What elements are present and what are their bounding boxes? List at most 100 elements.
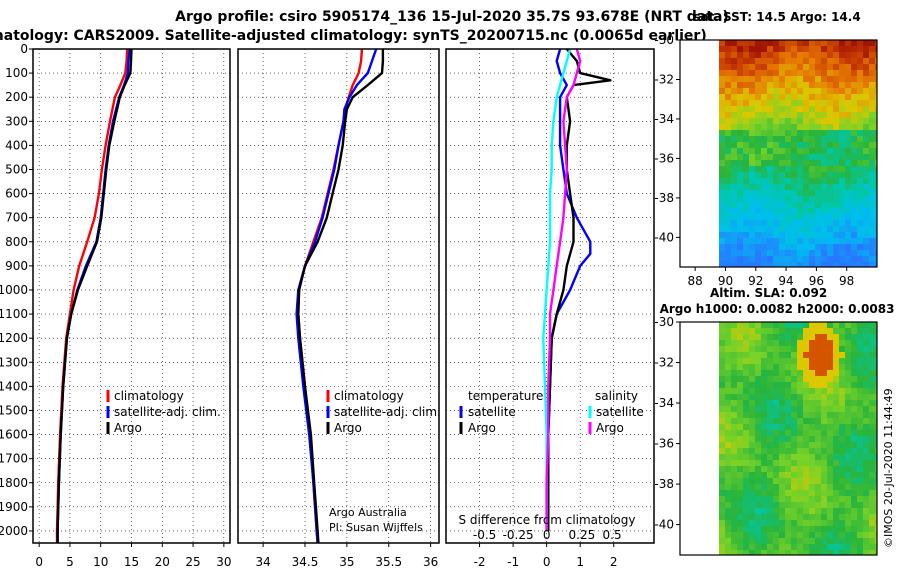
map-cell <box>845 52 852 59</box>
map-cell <box>797 136 804 143</box>
map-cell <box>869 430 876 437</box>
map-cell <box>779 160 786 167</box>
map-cell <box>851 232 858 239</box>
map-cell <box>869 136 876 143</box>
map-cell <box>755 448 762 455</box>
map-cell <box>743 136 750 143</box>
map-cell <box>761 406 768 413</box>
map-cell <box>815 142 822 149</box>
y-tick-label: 1200 <box>0 331 28 345</box>
map-cell <box>809 82 816 89</box>
map-cell <box>863 172 870 179</box>
legend-temp-satellite-label: satellite <box>468 405 516 419</box>
map-cell <box>827 202 834 209</box>
map-cell <box>761 202 768 209</box>
map-cell <box>821 322 828 329</box>
map-cell <box>809 232 816 239</box>
map-cell <box>821 190 828 197</box>
map-cell <box>851 196 858 203</box>
map-cell <box>833 388 840 395</box>
map-cell <box>875 394 878 401</box>
map-cell <box>875 166 878 173</box>
map-cell <box>821 112 828 119</box>
map-cell <box>839 100 846 107</box>
map-cell <box>875 424 878 431</box>
map-cell <box>755 100 762 107</box>
map-cell <box>731 454 738 461</box>
map-cell <box>749 94 756 101</box>
map-cell <box>821 76 828 83</box>
map-cell <box>809 142 816 149</box>
map-cell <box>719 370 726 377</box>
map-cell <box>791 184 798 191</box>
map-cell <box>773 118 780 125</box>
map-cell <box>785 88 792 95</box>
map-cell <box>725 388 732 395</box>
map-cell <box>809 322 816 329</box>
map-cell <box>827 226 834 233</box>
map-cell <box>755 484 762 491</box>
map-cell <box>803 202 810 209</box>
map-cell <box>863 328 870 335</box>
map-cell <box>797 472 804 479</box>
map-cell <box>743 388 750 395</box>
map-cell <box>863 100 870 107</box>
legend-salinity-title: salinity <box>595 389 638 403</box>
map-cell <box>839 76 846 83</box>
map-cell <box>785 214 792 221</box>
map-cell <box>797 256 804 263</box>
map-cell <box>779 118 786 125</box>
map-cell <box>737 472 744 479</box>
map-cell <box>857 382 864 389</box>
map-cell <box>815 118 822 125</box>
map-cell <box>761 442 768 449</box>
map-cell <box>803 322 810 329</box>
map-cell <box>779 418 786 425</box>
map-cell <box>821 148 828 155</box>
map-cell <box>857 208 864 215</box>
map-cell <box>821 88 828 95</box>
map-cell <box>767 508 774 515</box>
map-cell <box>755 238 762 245</box>
map-cell <box>851 412 858 419</box>
map-cell <box>869 220 876 227</box>
map-cell <box>851 436 858 443</box>
map-cell <box>737 178 744 185</box>
map-cell <box>821 412 828 419</box>
map-cell <box>767 364 774 371</box>
map-cell <box>875 220 878 227</box>
map-cell <box>875 76 878 83</box>
map-cell <box>839 238 846 245</box>
map-cell <box>779 178 786 185</box>
map-cell <box>875 46 878 53</box>
map-cell <box>875 382 878 389</box>
map-cell <box>803 544 810 551</box>
map-cell <box>821 136 828 143</box>
map-cell <box>839 220 846 227</box>
map-cell <box>725 94 732 101</box>
map-cell <box>815 202 822 209</box>
map-y-tick-label: -30 <box>654 33 674 47</box>
map-cell <box>785 190 792 197</box>
map-cell <box>815 40 822 47</box>
map-cell <box>851 346 858 353</box>
map-cell <box>791 472 798 479</box>
map-cell <box>839 448 846 455</box>
map-cell <box>815 424 822 431</box>
map-cell <box>845 508 852 515</box>
map-cell <box>815 94 822 101</box>
map-cell <box>869 202 876 209</box>
map-cell <box>755 352 762 359</box>
map-cell <box>719 172 726 179</box>
map-cell <box>779 334 786 341</box>
map-cell <box>755 172 762 179</box>
map-cell <box>797 166 804 173</box>
map-cell <box>785 490 792 497</box>
map-cell <box>803 124 810 131</box>
map-x-tick-label: 88 <box>688 274 703 288</box>
map-cell <box>815 154 822 161</box>
map-cell <box>767 262 774 268</box>
map-cell <box>725 544 732 551</box>
map-cell <box>791 538 798 545</box>
map-cell <box>839 388 846 395</box>
